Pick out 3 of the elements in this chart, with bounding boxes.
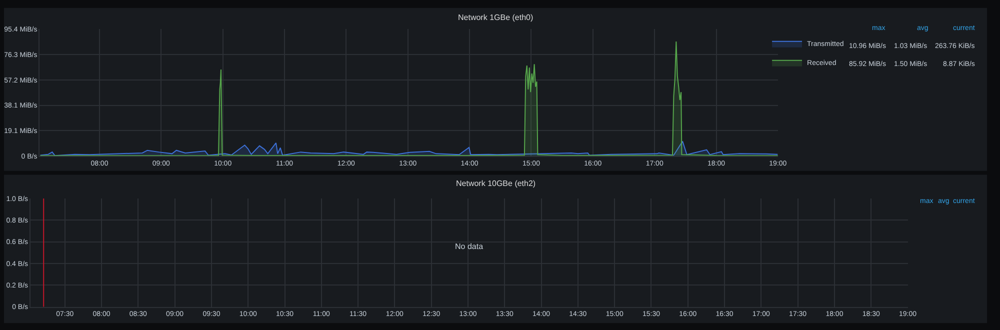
- chart-title: Network 1GBe (eth0): [458, 13, 534, 22]
- annotation: No data: [455, 242, 484, 251]
- chart-title: Network 10GBe (eth2): [456, 179, 536, 188]
